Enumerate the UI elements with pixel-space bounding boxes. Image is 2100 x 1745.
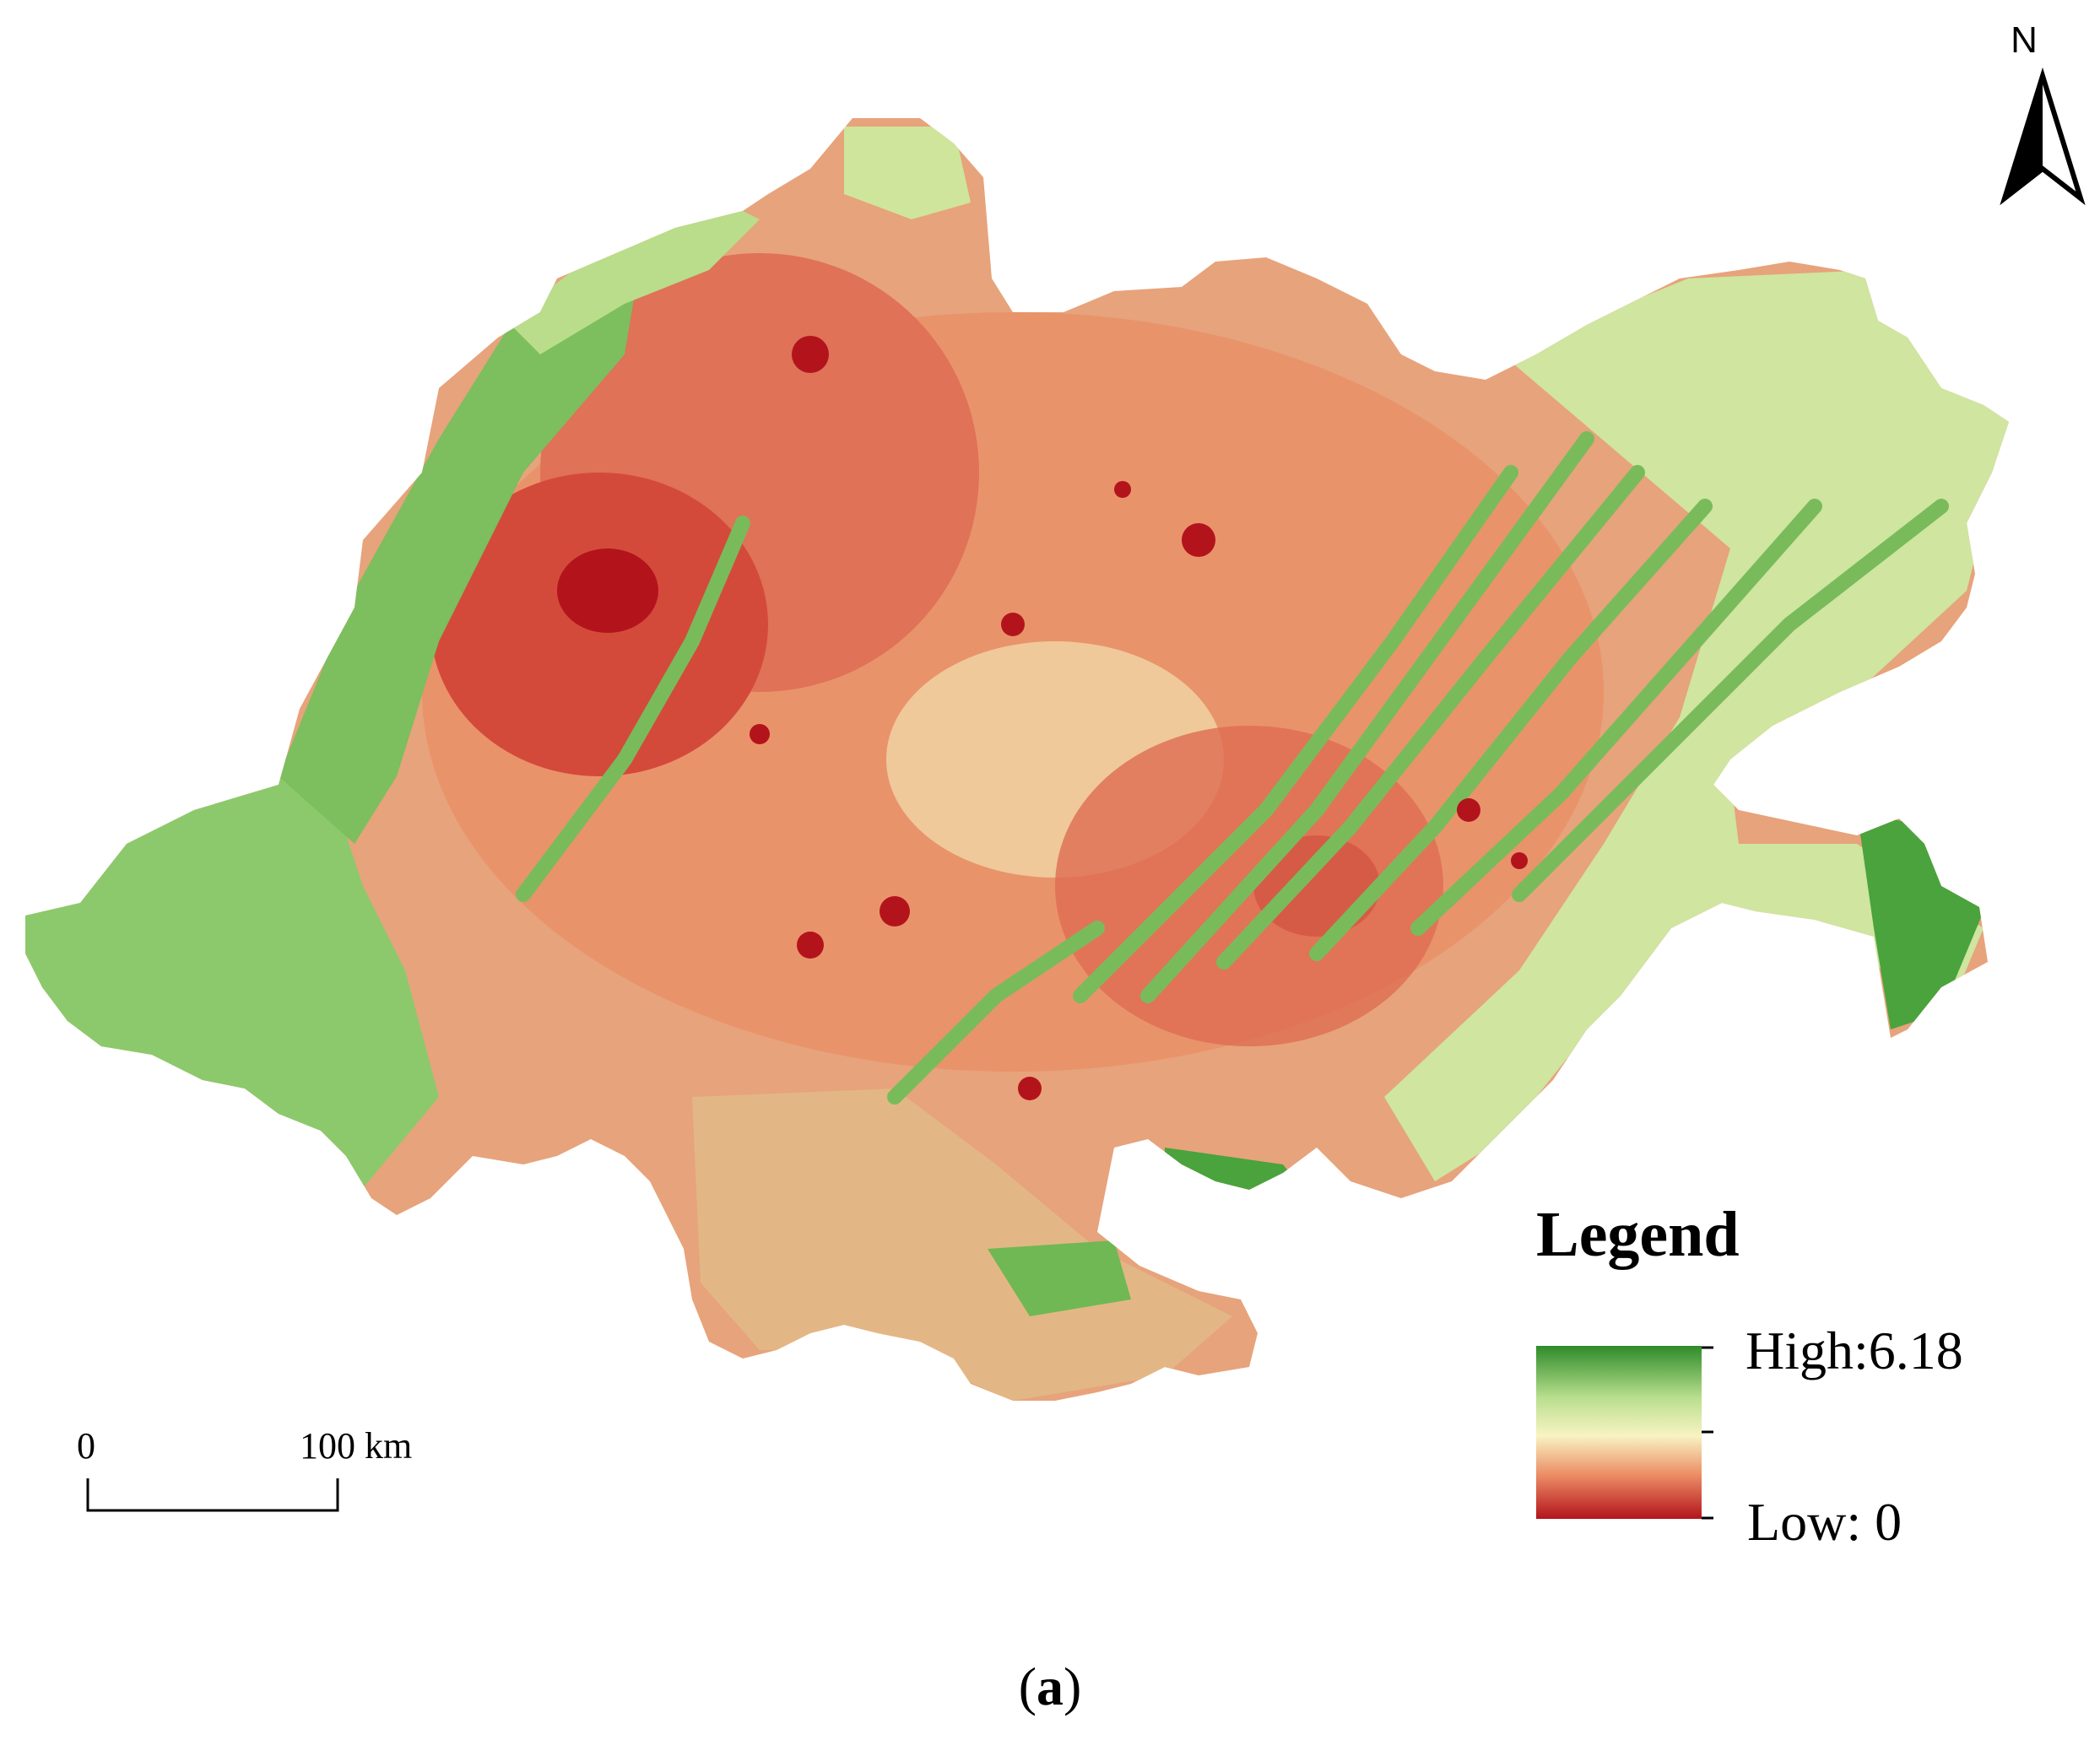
legend-title: Legend [1536, 1199, 1740, 1270]
caption-letter: a [1036, 1656, 1064, 1716]
caption-close: ) [1064, 1656, 1081, 1716]
legend-low-label: Low: 0 [1747, 1492, 1902, 1552]
legend-color-ramp [1536, 1346, 1702, 1519]
figure-caption: (a) [1019, 1656, 1082, 1716]
north-arrow-letter: N [2011, 19, 2038, 61]
scale-end-label: 100 km [300, 1425, 412, 1467]
scale-start-label: 0 [77, 1425, 95, 1467]
legend-high-label: High:6.18 [1745, 1321, 1963, 1380]
scale-bar: 0 100 km [77, 1425, 412, 1512]
index-raster-map [25, 118, 2009, 1401]
legend: Legend High:6.18 Low: 0 [1536, 1199, 1963, 1552]
north-arrow: N [2000, 19, 2086, 206]
caption-open: ( [1019, 1656, 1036, 1716]
scale-bar-line [86, 1478, 339, 1512]
